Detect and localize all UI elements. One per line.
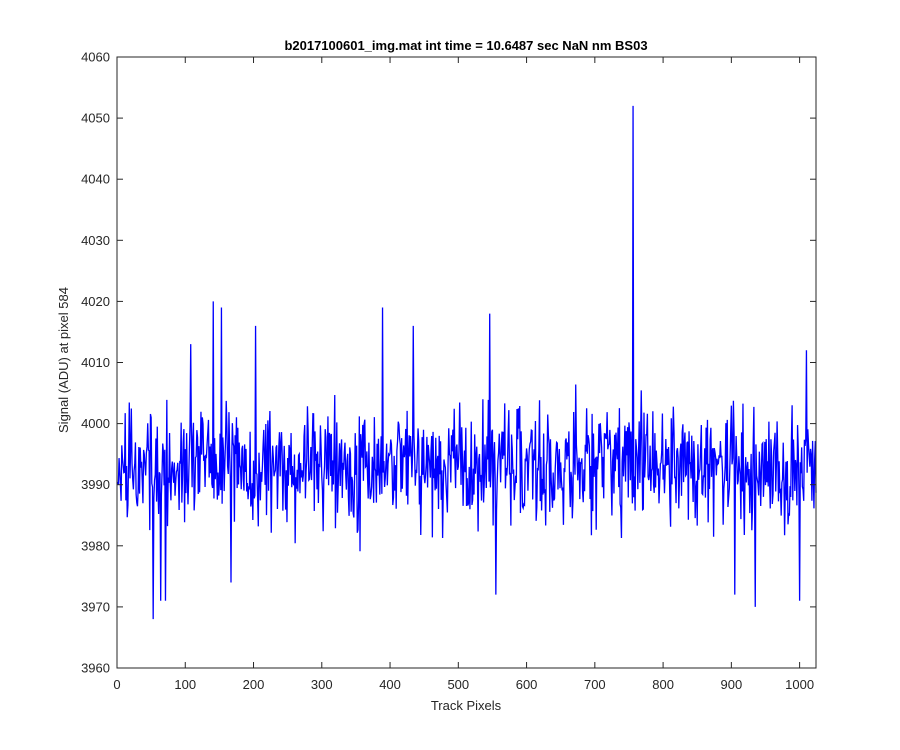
signal-line (117, 105, 817, 620)
x-axis-label: Track Pixels (431, 698, 502, 713)
y-tick-label: 4010 (81, 355, 110, 370)
x-tick-label: 0 (113, 677, 120, 692)
y-tick-label: 4050 (81, 111, 110, 126)
x-tick-label: 800 (652, 677, 674, 692)
x-tick-label: 100 (174, 677, 196, 692)
x-tick-label: 700 (584, 677, 606, 692)
x-tick-label: 900 (721, 677, 743, 692)
y-tick-label: 3960 (81, 661, 110, 676)
y-tick-label: 3980 (81, 538, 110, 553)
y-tick-label: 4060 (81, 50, 110, 65)
y-axis-label: Signal (ADU) at pixel 584 (56, 287, 71, 433)
x-tick-label: 400 (379, 677, 401, 692)
y-tick-label: 4020 (81, 294, 110, 309)
y-tick-label: 3990 (81, 477, 110, 492)
y-tick-label: 4040 (81, 172, 110, 187)
x-tick-label: 600 (516, 677, 538, 692)
axes-frame (116, 56, 817, 669)
x-tick-label: 1000 (785, 677, 814, 692)
chart-title: b2017100601_img.mat int time = 10.6487 s… (284, 38, 647, 53)
x-tick-label: 200 (243, 677, 265, 692)
series-group (117, 105, 817, 620)
y-tick-label: 3970 (81, 599, 110, 614)
y-tick-label: 4000 (81, 416, 110, 431)
y-tick-label: 4030 (81, 233, 110, 248)
x-tick-label: 300 (311, 677, 333, 692)
x-tick-label: 500 (447, 677, 469, 692)
axes: 0 100 200 300 400 500 600 700 800 900 1000 3960 3970… (81, 50, 814, 693)
